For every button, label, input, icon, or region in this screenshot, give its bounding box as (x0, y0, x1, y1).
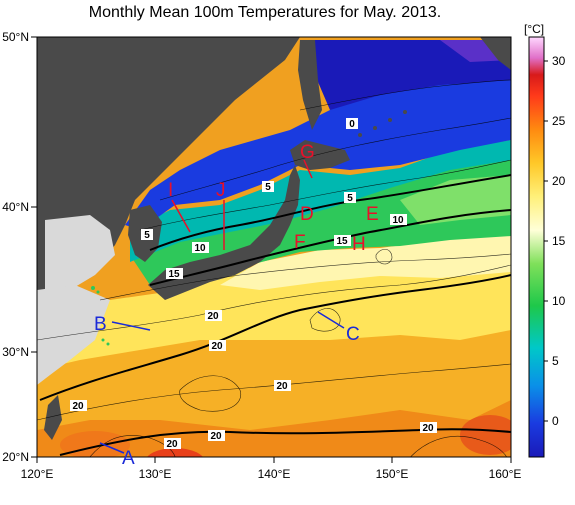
isotherm-label: 10 (392, 215, 404, 226)
colorbar-tick-label: 25 (552, 114, 566, 128)
marker-j: J (216, 180, 226, 201)
map-field (37, 37, 511, 457)
blue-markers: A B C (94, 314, 360, 469)
marker-d: D (300, 204, 314, 225)
colorbar-unit: [°C] (524, 22, 544, 36)
y-tick-label: 40°N (2, 200, 29, 214)
marker-g: G (300, 142, 315, 163)
y-tick-label: 50°N (2, 30, 29, 44)
y-axis: 50°N 40°N 30°N 20°N (2, 30, 29, 464)
x-tick-label: 160°E (489, 467, 522, 481)
isotherm-label: 15 (168, 269, 180, 280)
isotherm-label: 20 (276, 381, 288, 392)
x-axis: 120°E 130°E 140°E 150°E 160°E (21, 467, 522, 481)
colorbar-tick-label: 15 (552, 234, 566, 248)
isotherm-label: 15 (336, 236, 348, 247)
x-tick-label: 140°E (258, 467, 291, 481)
marker-b: B (94, 314, 107, 335)
isotherm-label: 5 (144, 230, 150, 241)
isotherm-label: 20 (211, 341, 223, 352)
colorbar-tick-label: 5 (552, 354, 559, 368)
isotherm-label: 20 (210, 431, 222, 442)
y-tick-label: 20°N (2, 450, 29, 464)
isotherm-labels: 0 5 5 5 10 10 15 15 20 20 20 20 20 20 20 (70, 118, 437, 450)
red-markers: G I J D E F H (168, 142, 379, 255)
isotherm-label: 0 (349, 119, 355, 130)
marker-a: A (122, 448, 135, 469)
colorbar-tick-label: 20 (552, 174, 566, 188)
isotherm-label: 20 (207, 311, 219, 322)
marker-f: F (294, 232, 306, 253)
isotherm-label: 5 (347, 193, 353, 204)
isotherm-label: 5 (265, 182, 271, 193)
isotherm-label: 20 (72, 401, 84, 412)
y-tick-label: 30°N (2, 345, 29, 359)
colorbar-tick-label: 0 (552, 414, 559, 428)
marker-h: H (352, 234, 366, 255)
colorbar-scale (528, 36, 545, 458)
isotherm-label: 20 (422, 423, 434, 434)
marker-c: C (346, 324, 360, 345)
colorbar-tick-label: 30 (552, 54, 566, 68)
x-tick-label: 150°E (376, 467, 409, 481)
isotherm-label: 10 (194, 243, 206, 254)
x-tick-label: 130°E (139, 467, 172, 481)
colorbar-tick-label: 10 (552, 294, 566, 308)
marker-e: E (366, 204, 379, 225)
isotherm-label: 20 (166, 439, 178, 450)
x-tick-label: 120°E (21, 467, 54, 481)
marker-i: I (168, 180, 173, 201)
map-title: Monthly Mean 100m Temperatures for May. … (88, 4, 442, 21)
colorbar: [°C] 30 25 20 15 10 5 0 (524, 22, 566, 458)
